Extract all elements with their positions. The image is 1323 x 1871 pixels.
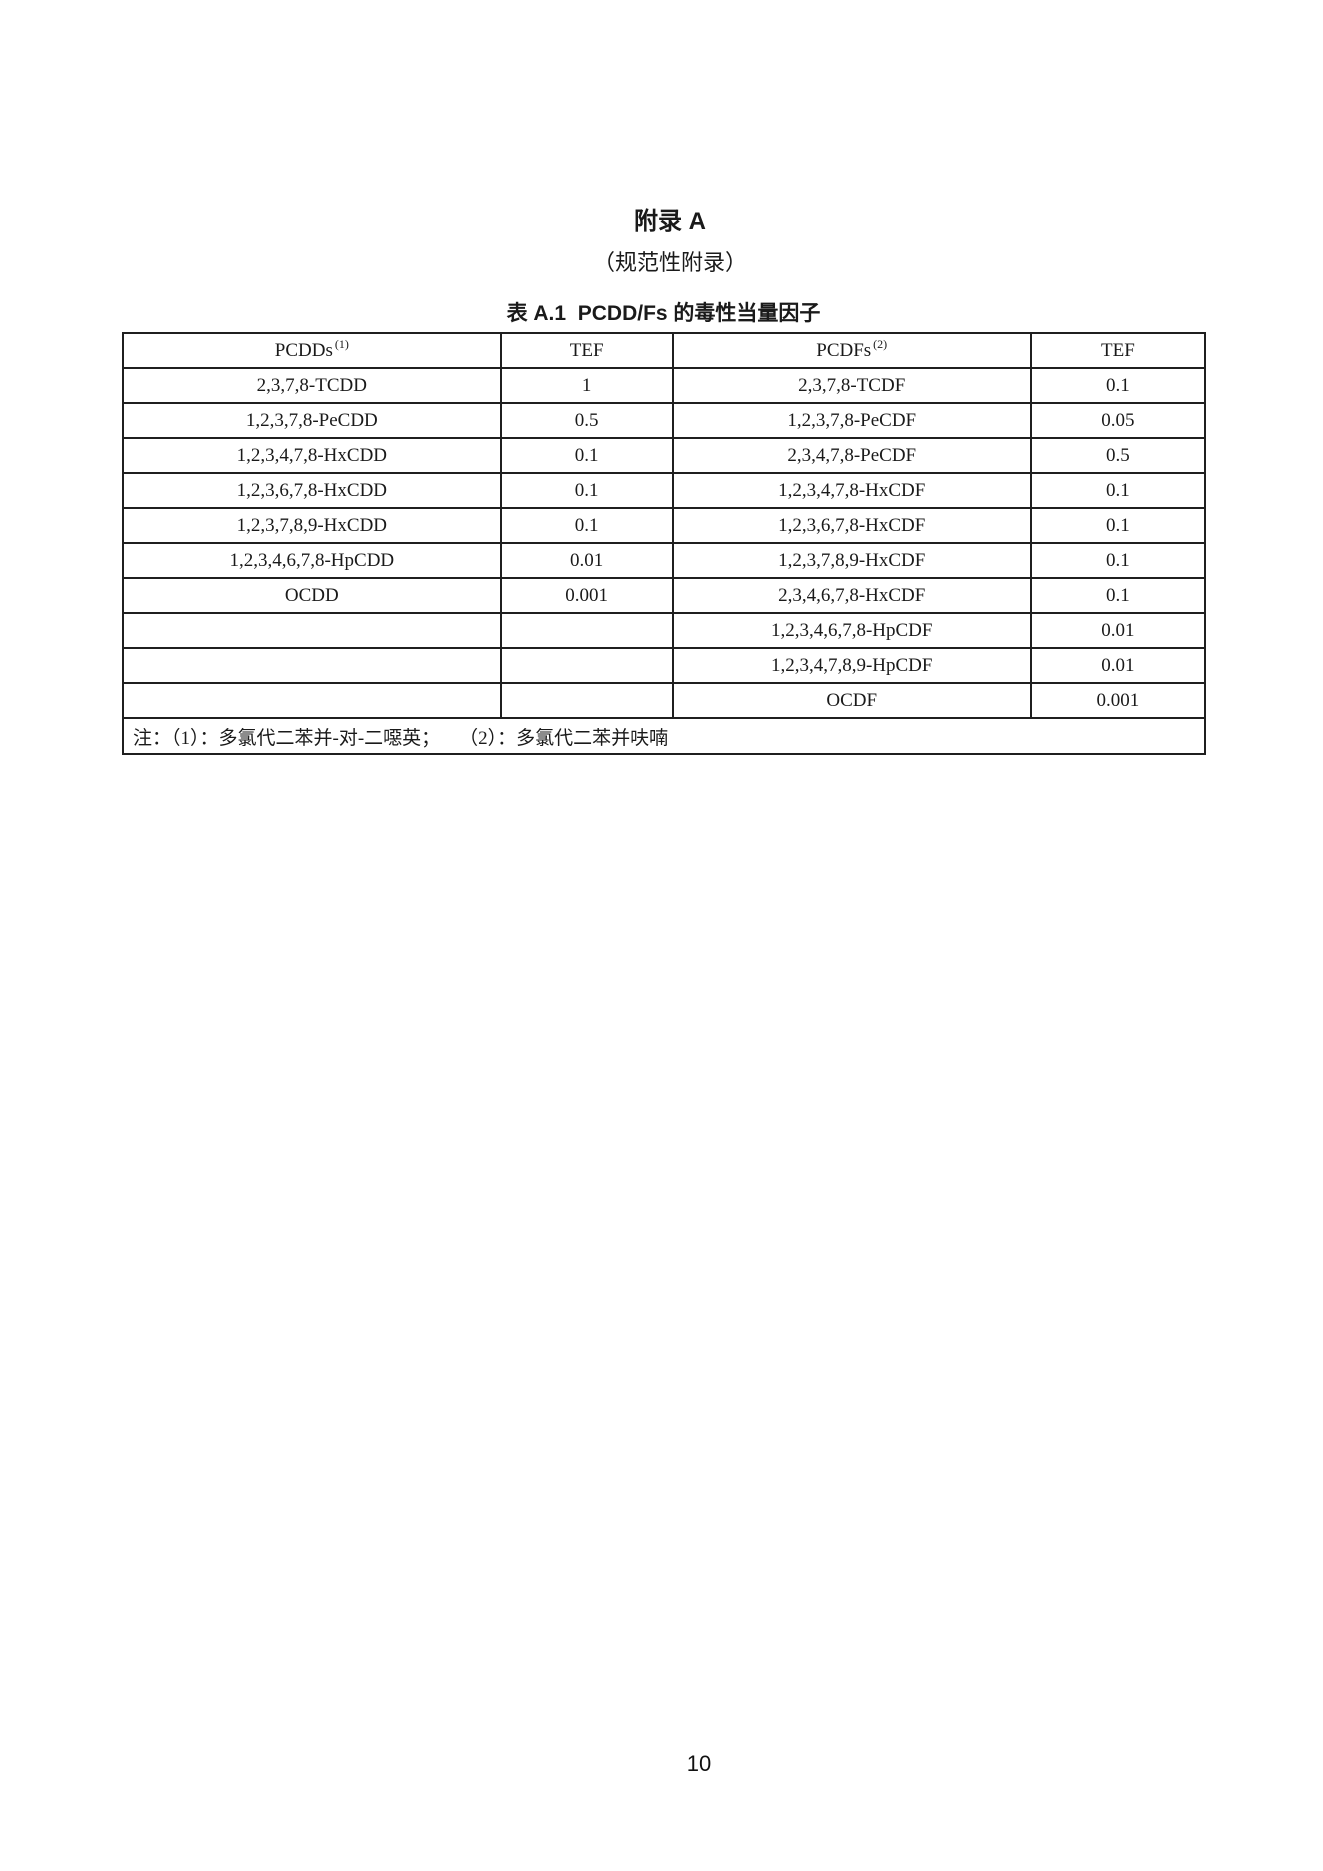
pcdd-tef-cell xyxy=(499,647,674,684)
table-row: 1,2,3,4,7,8,9-HpCDF 0.01 xyxy=(122,647,1207,684)
pcdd-name-cell: 1,2,3,7,8,9-HxCDD xyxy=(122,507,502,544)
pcdd-name-cell: 1,2,3,7,8-PeCDD xyxy=(122,402,502,439)
table-row: 1,2,3,7,8-PeCDD 0.5 1,2,3,7,8-PeCDF 0.05 xyxy=(122,402,1207,439)
pcdf-name-cell: 2,3,4,6,7,8-HxCDF xyxy=(671,577,1032,614)
col-header-pcdfs: PCDFs (2) xyxy=(671,332,1032,369)
tef-table: PCDDs (1) TEF PCDFs (2) TEF 2,3,7,8-TCDD 1… xyxy=(122,332,1207,755)
col-header-tef-left: TEF xyxy=(499,332,674,369)
table-caption: 表 A.1 PCDD/Fs 的毒性当量因子 xyxy=(506,302,821,325)
pcdd-name-cell: 1,2,3,4,7,8-HxCDD xyxy=(122,437,502,474)
pcdd-tef-cell: 0.1 xyxy=(499,507,674,544)
pcdf-tef-cell: 0.05 xyxy=(1029,402,1207,439)
pcdf-name-cell: 1,2,3,4,6,7,8-HpCDF xyxy=(671,612,1032,649)
pcdf-tef-cell: 0.01 xyxy=(1029,647,1207,684)
col-header-pcdds-label: PCDDs xyxy=(274,339,333,361)
col-header-pcdds: PCDDs (1) xyxy=(122,332,502,369)
table-note: 注：（1）：多氯代二苯并-对-二噁英； （2）：多氯代二苯并呋喃 xyxy=(122,717,1206,755)
pcdf-tef-cell: 0.01 xyxy=(1029,612,1207,649)
pcdd-tef-cell xyxy=(499,612,674,649)
footnote-ref-1: (1) xyxy=(334,337,349,352)
pcdf-name-cell: 1,2,3,4,7,8,9-HpCDF xyxy=(671,647,1032,684)
pcdd-tef-cell: 0.1 xyxy=(499,472,674,509)
page-number: 10 xyxy=(686,1751,712,1776)
table-header-row: PCDDs (1) TEF PCDFs (2) TEF xyxy=(122,332,1207,369)
pcdd-tef-cell: 0.5 xyxy=(499,402,674,439)
pcdd-tef-cell: 1 xyxy=(499,367,674,404)
pcdd-tef-cell: 0.1 xyxy=(499,437,674,474)
table-row: 1,2,3,4,7,8-HxCDD 0.1 2,3,4,7,8-PeCDF 0.… xyxy=(122,437,1207,474)
pcdf-tef-cell: 0.001 xyxy=(1029,682,1207,719)
table-row: 1,2,3,7,8,9-HxCDD 0.1 1,2,3,6,7,8-HxCDF … xyxy=(122,507,1207,544)
col-header-tef-right: TEF xyxy=(1029,332,1207,369)
col-header-tef-left-label: TEF xyxy=(569,339,604,361)
pcdd-name-cell: 1,2,3,4,6,7,8-HpCDD xyxy=(122,542,502,579)
appendix-heading: 附录 A xyxy=(634,208,706,235)
table-row: 2,3,7,8-TCDD 1 2,3,7,8-TCDF 0.1 xyxy=(122,367,1207,404)
pcdf-name-cell: 2,3,7,8-TCDF xyxy=(671,367,1032,404)
col-header-pcdfs-label: PCDFs xyxy=(816,339,872,361)
pcdf-tef-cell: 0.1 xyxy=(1029,367,1207,404)
table-row: OCDD 0.001 2,3,4,6,7,8-HxCDF 0.1 xyxy=(122,577,1207,614)
table-row: 1,2,3,6,7,8-HxCDD 0.1 1,2,3,4,7,8-HxCDF … xyxy=(122,472,1207,509)
pcdf-name-cell: 1,2,3,7,8-PeCDF xyxy=(671,402,1032,439)
pcdd-tef-cell: 0.001 xyxy=(499,577,674,614)
pcdf-name-cell: 1,2,3,6,7,8-HxCDF xyxy=(671,507,1032,544)
pcdf-tef-cell: 0.1 xyxy=(1029,542,1207,579)
pcdd-name-cell xyxy=(122,682,502,719)
pcdd-name-cell xyxy=(122,612,502,649)
pcdf-name-cell: 1,2,3,7,8,9-HxCDF xyxy=(671,542,1032,579)
pcdd-tef-cell xyxy=(499,682,674,719)
pcdd-name-cell: OCDD xyxy=(122,577,502,614)
col-header-tef-right-label: TEF xyxy=(1101,339,1135,361)
pcdd-name-cell: 1,2,3,6,7,8-HxCDD xyxy=(122,472,502,509)
pcdd-tef-cell: 0.01 xyxy=(499,542,674,579)
appendix-subheading: （规范性附录） xyxy=(592,250,747,275)
pcdf-tef-cell: 0.1 xyxy=(1029,472,1207,509)
pcdf-tef-cell: 0.1 xyxy=(1029,507,1207,544)
table-note-row: 注：（1）：多氯代二苯并-对-二噁英； （2）：多氯代二苯并呋喃 xyxy=(122,717,1206,755)
table-row: 1,2,3,4,6,7,8-HpCDF 0.01 xyxy=(122,612,1207,649)
pcdf-name-cell: OCDF xyxy=(671,682,1032,719)
table-row: 1,2,3,4,6,7,8-HpCDD 0.01 1,2,3,7,8,9-HxC… xyxy=(122,542,1207,579)
pcdf-tef-cell: 0.5 xyxy=(1029,437,1207,474)
pcdf-name-cell: 1,2,3,4,7,8-HxCDF xyxy=(671,472,1032,509)
pcdf-tef-cell: 0.1 xyxy=(1029,577,1207,614)
footnote-ref-2: (2) xyxy=(873,337,888,352)
pcdf-name-cell: 2,3,4,7,8-PeCDF xyxy=(671,437,1032,474)
pcdd-name-cell xyxy=(122,647,502,684)
pcdd-name-cell: 2,3,7,8-TCDD xyxy=(122,367,502,404)
table-row: OCDF 0.001 xyxy=(122,682,1207,719)
